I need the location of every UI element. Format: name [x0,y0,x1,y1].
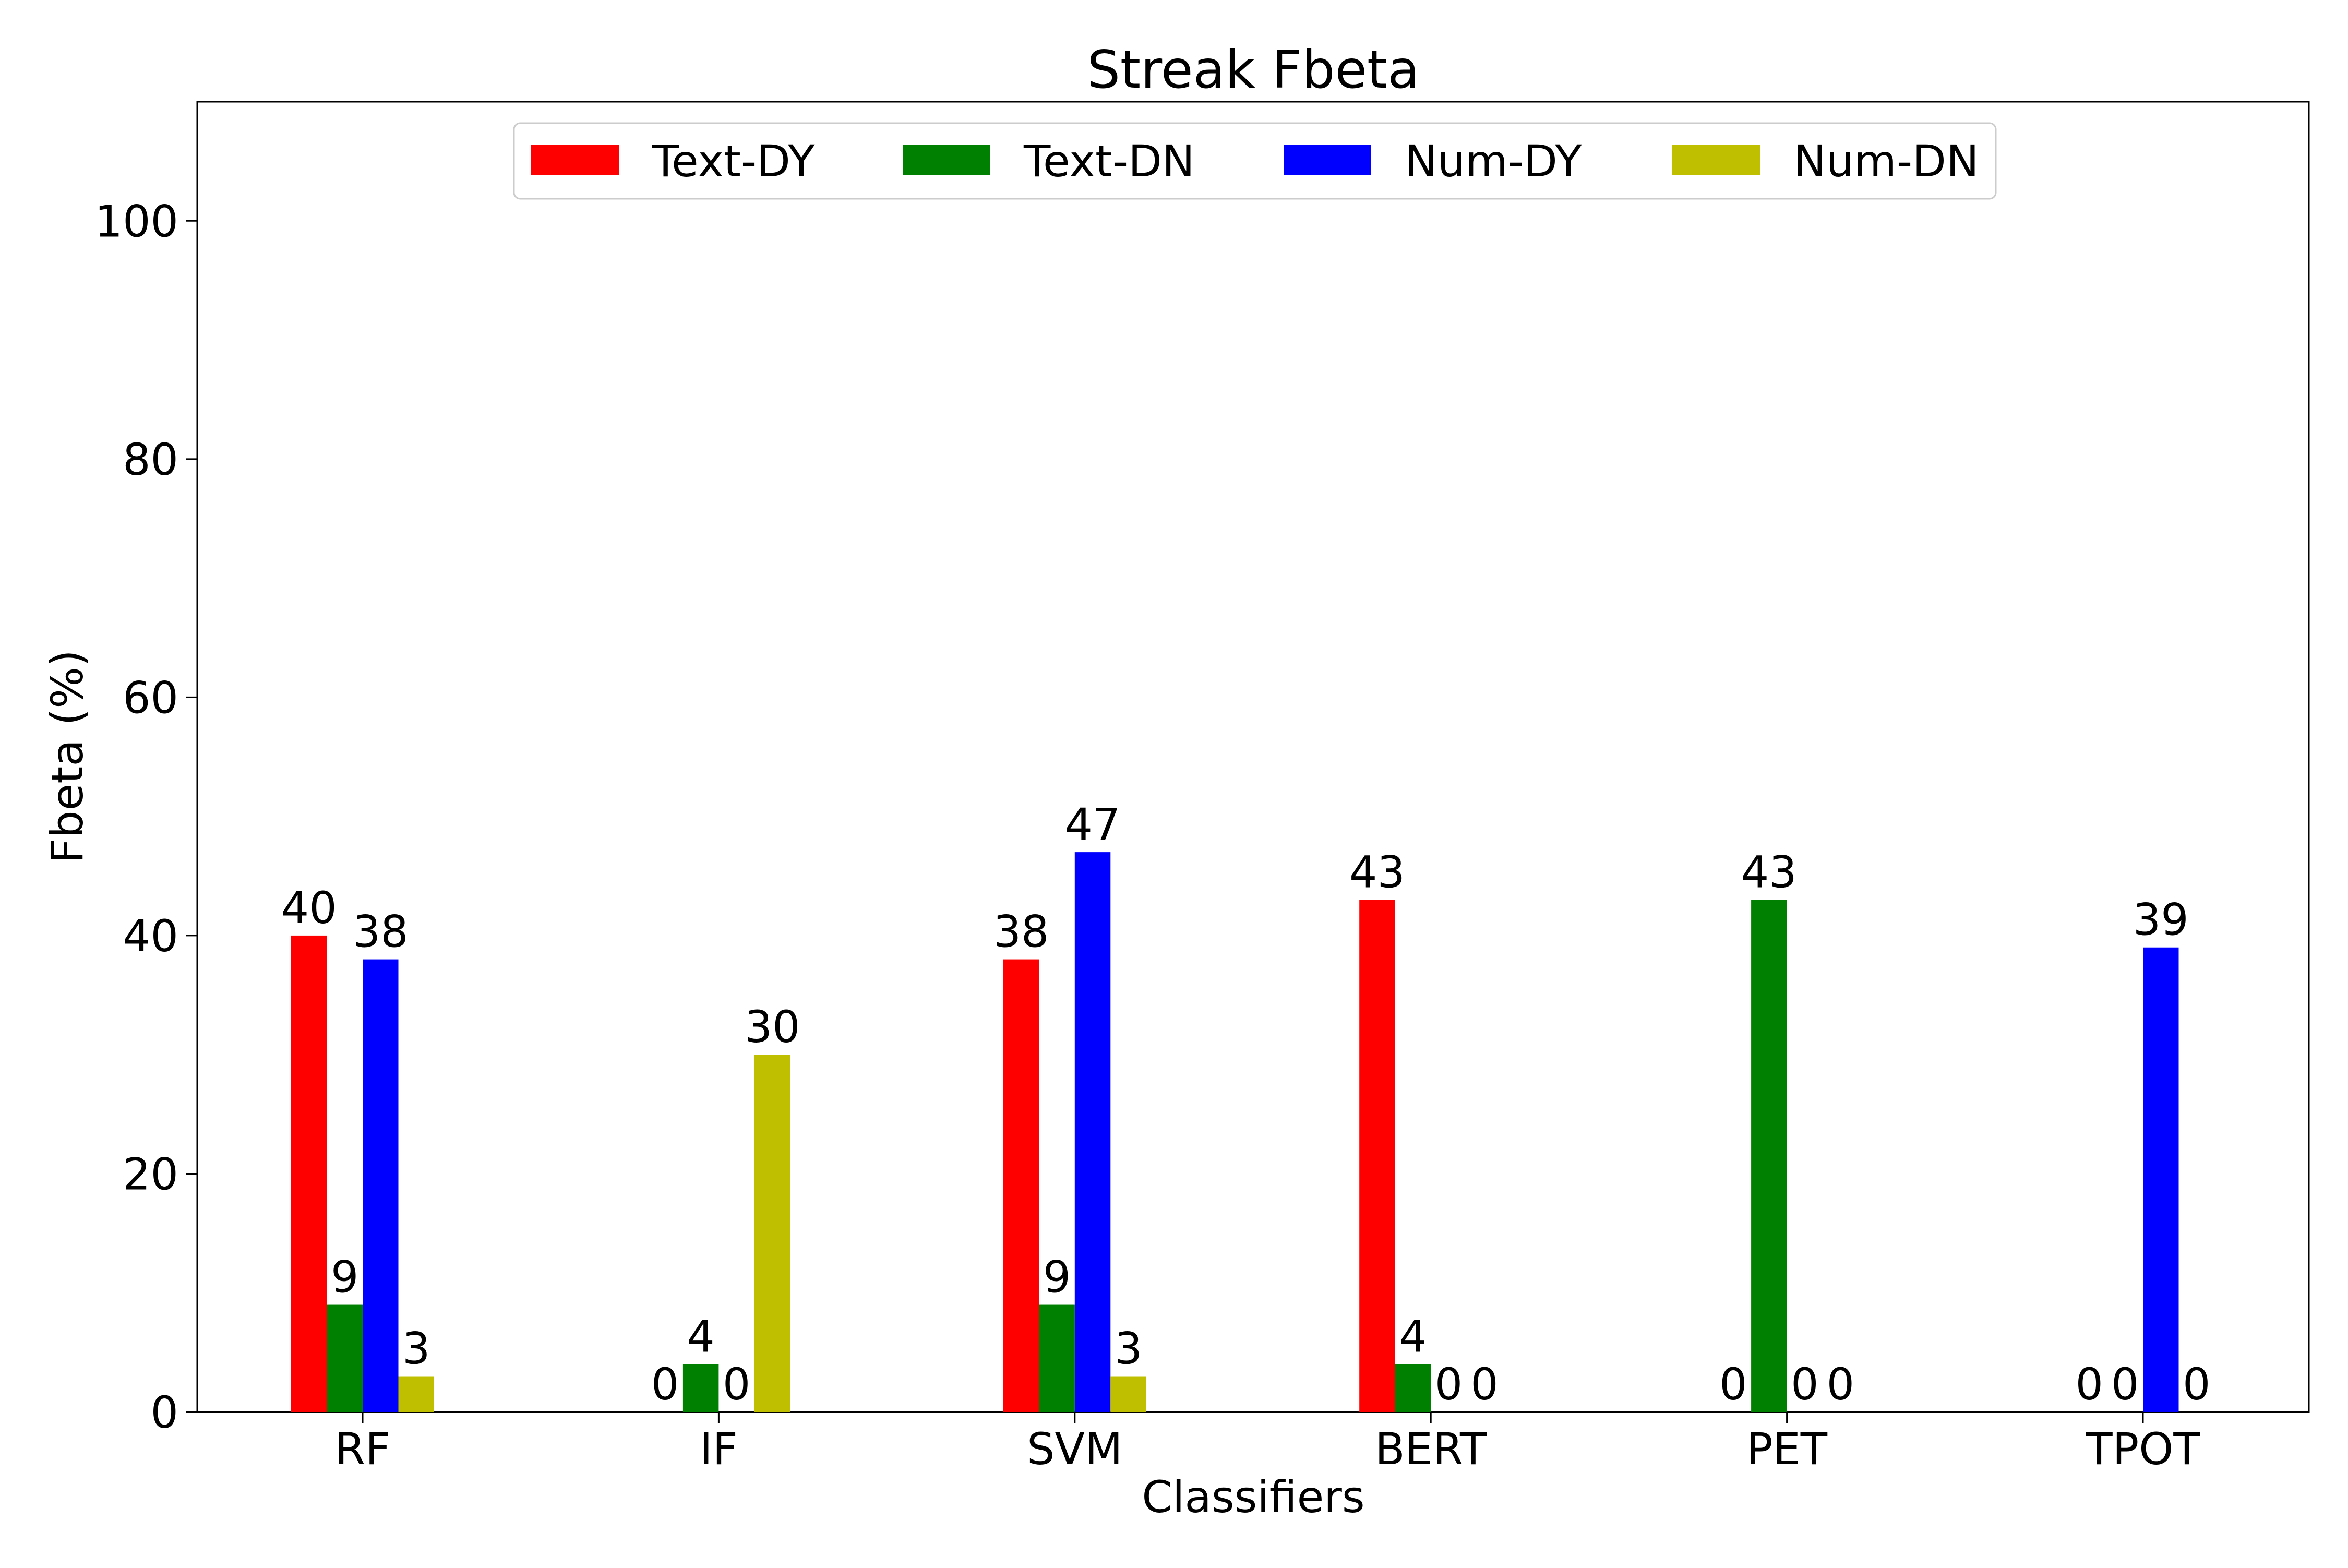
x-tick-label: PET [1746,1423,1828,1475]
bar [1074,852,1111,1412]
x-tick-label: TPOT [2085,1423,2200,1475]
y-tick-label: 20 [123,1148,178,1200]
bar-value-label: 38 [993,906,1049,957]
bar [1110,1376,1146,1412]
legend-label: Num-DN [1793,136,1979,187]
y-tick-label: 40 [123,911,178,962]
y-tick-label: 60 [123,672,178,723]
bar [363,959,399,1412]
bar [754,1055,790,1412]
bar [1395,1364,1431,1412]
legend-swatch [1284,145,1371,175]
bar-value-label: 4 [1399,1311,1427,1362]
bar-value-label: 43 [1349,846,1405,897]
bar [1751,900,1787,1412]
bar-value-label: 0 [2076,1359,2103,1410]
x-tick-label: BERT [1375,1423,1487,1475]
bar-value-label: 0 [1435,1359,1463,1410]
bar-value-label: 39 [2133,894,2189,945]
y-tick-label: 80 [123,434,178,485]
plot-area: 020406080100RF409383IF04030SVM389473BERT… [95,101,2310,1475]
legend-label: Text-DY [652,136,815,187]
bar-value-label: 40 [281,882,337,933]
x-tick-label: IF [700,1423,738,1475]
legend-swatch [1672,145,1760,175]
legend-label: Num-DY [1405,136,1582,187]
bar-value-label: 0 [1719,1359,1747,1410]
bar-value-label: 9 [1043,1252,1071,1303]
bar [398,1376,434,1412]
bar-value-label: 0 [1791,1359,1818,1410]
bar-value-label: 38 [353,906,409,957]
plot-frame [196,101,2310,1413]
x-tick-label: SVM [1027,1423,1122,1475]
bar [327,1304,363,1412]
legend-box [513,122,1997,200]
bar-value-label: 0 [1470,1359,1498,1410]
y-axis-label: Fbeta (%) [42,650,93,864]
bar [2143,947,2179,1412]
bar [1003,959,1039,1412]
bar [291,935,327,1412]
y-tick-label: 0 [151,1387,178,1438]
bar-value-label: 0 [723,1359,750,1410]
legend-swatch [903,145,990,175]
chart-title: Streak Fbeta [1087,39,1419,100]
bar [1039,1304,1075,1412]
legend-swatch [531,145,619,175]
bar [1359,900,1395,1412]
bar-value-label: 4 [687,1311,714,1362]
y-tick-label: 100 [95,196,178,247]
bar-value-label: 0 [2183,1359,2210,1410]
bar-value-label: 30 [745,1001,800,1052]
legend-label: Text-DN [1023,136,1195,187]
bar-value-label: 43 [1741,846,1797,897]
bar-value-label: 47 [1065,799,1121,850]
bar-value-label: 0 [1827,1359,1854,1410]
bar-value-label: 0 [651,1359,679,1410]
legend: Text-DY Text-DN Num-DY Num-DN [513,122,1997,200]
bar-value-label: 0 [2111,1359,2139,1410]
bar-value-label: 3 [1115,1323,1142,1374]
bar-value-label: 3 [402,1323,430,1374]
bar [682,1364,719,1412]
x-axis-label: Classifiers [1142,1471,1364,1523]
x-tick-label: RF [335,1423,391,1475]
bar-value-label: 9 [331,1252,358,1303]
